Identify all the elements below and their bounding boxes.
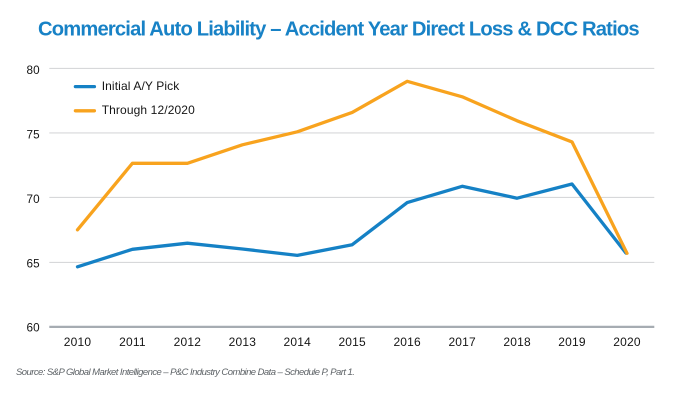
- svg-text:2014: 2014: [284, 335, 312, 349]
- svg-text:2012: 2012: [174, 335, 202, 349]
- svg-text:Through 12/2020: Through 12/2020: [102, 103, 195, 117]
- svg-text:75: 75: [26, 128, 40, 141]
- svg-text:2018: 2018: [503, 335, 531, 349]
- svg-text:2010: 2010: [64, 335, 92, 349]
- svg-text:2015: 2015: [338, 335, 366, 349]
- svg-text:2013: 2013: [229, 335, 257, 349]
- svg-text:2016: 2016: [393, 335, 421, 349]
- svg-text:70: 70: [26, 193, 40, 206]
- svg-text:2019: 2019: [558, 335, 586, 349]
- svg-text:Initial A/Y Pick: Initial A/Y Pick: [102, 79, 181, 93]
- svg-text:2017: 2017: [448, 335, 476, 349]
- svg-text:65: 65: [26, 258, 40, 271]
- svg-text:Source: S&P Global Market Inte: Source: S&P Global Market Intelligence –…: [16, 367, 354, 378]
- svg-text:80: 80: [26, 64, 40, 77]
- svg-text:2020: 2020: [613, 335, 641, 349]
- svg-text:60: 60: [26, 322, 40, 335]
- svg-text:2011: 2011: [119, 335, 146, 349]
- svg-text:Commercial Auto Liability – Ac: Commercial Auto Liability – Accident Yea…: [38, 19, 639, 41]
